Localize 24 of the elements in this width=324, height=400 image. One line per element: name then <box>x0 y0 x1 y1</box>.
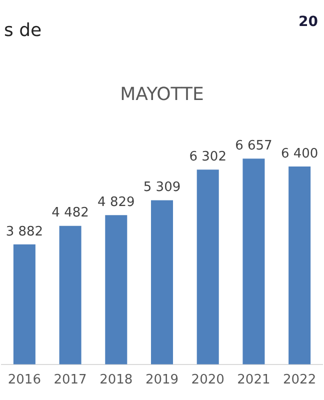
bar <box>150 200 174 364</box>
bar <box>242 158 265 364</box>
bar <box>59 226 82 364</box>
data-label: 6 400 <box>280 146 318 162</box>
data-label: 6 302 <box>189 149 226 164</box>
chart-title: MAYOTTE <box>119 84 205 105</box>
text: s de <box>4 20 42 41</box>
x-tick-label: 2021 <box>237 372 270 388</box>
x-tick-label: 2020 <box>191 372 224 388</box>
data-label: 4 482 <box>52 206 89 221</box>
bar <box>13 244 36 364</box>
x-tick-label: 2018 <box>100 372 133 388</box>
bar <box>105 215 128 364</box>
data-label: 4 829 <box>98 194 135 210</box>
x-tick-label: 2016 <box>8 372 41 388</box>
data-label: 5 309 <box>143 180 181 196</box>
data-label: 6 657 <box>235 138 272 154</box>
bar <box>288 166 311 364</box>
x-tick-label: 2022 <box>283 372 316 388</box>
x-tick-label: 2017 <box>54 372 87 388</box>
bar <box>196 170 219 364</box>
text: 20 <box>298 14 318 30</box>
data-label: 3 882 <box>6 224 44 240</box>
x-tick-label: 2019 <box>145 372 179 388</box>
